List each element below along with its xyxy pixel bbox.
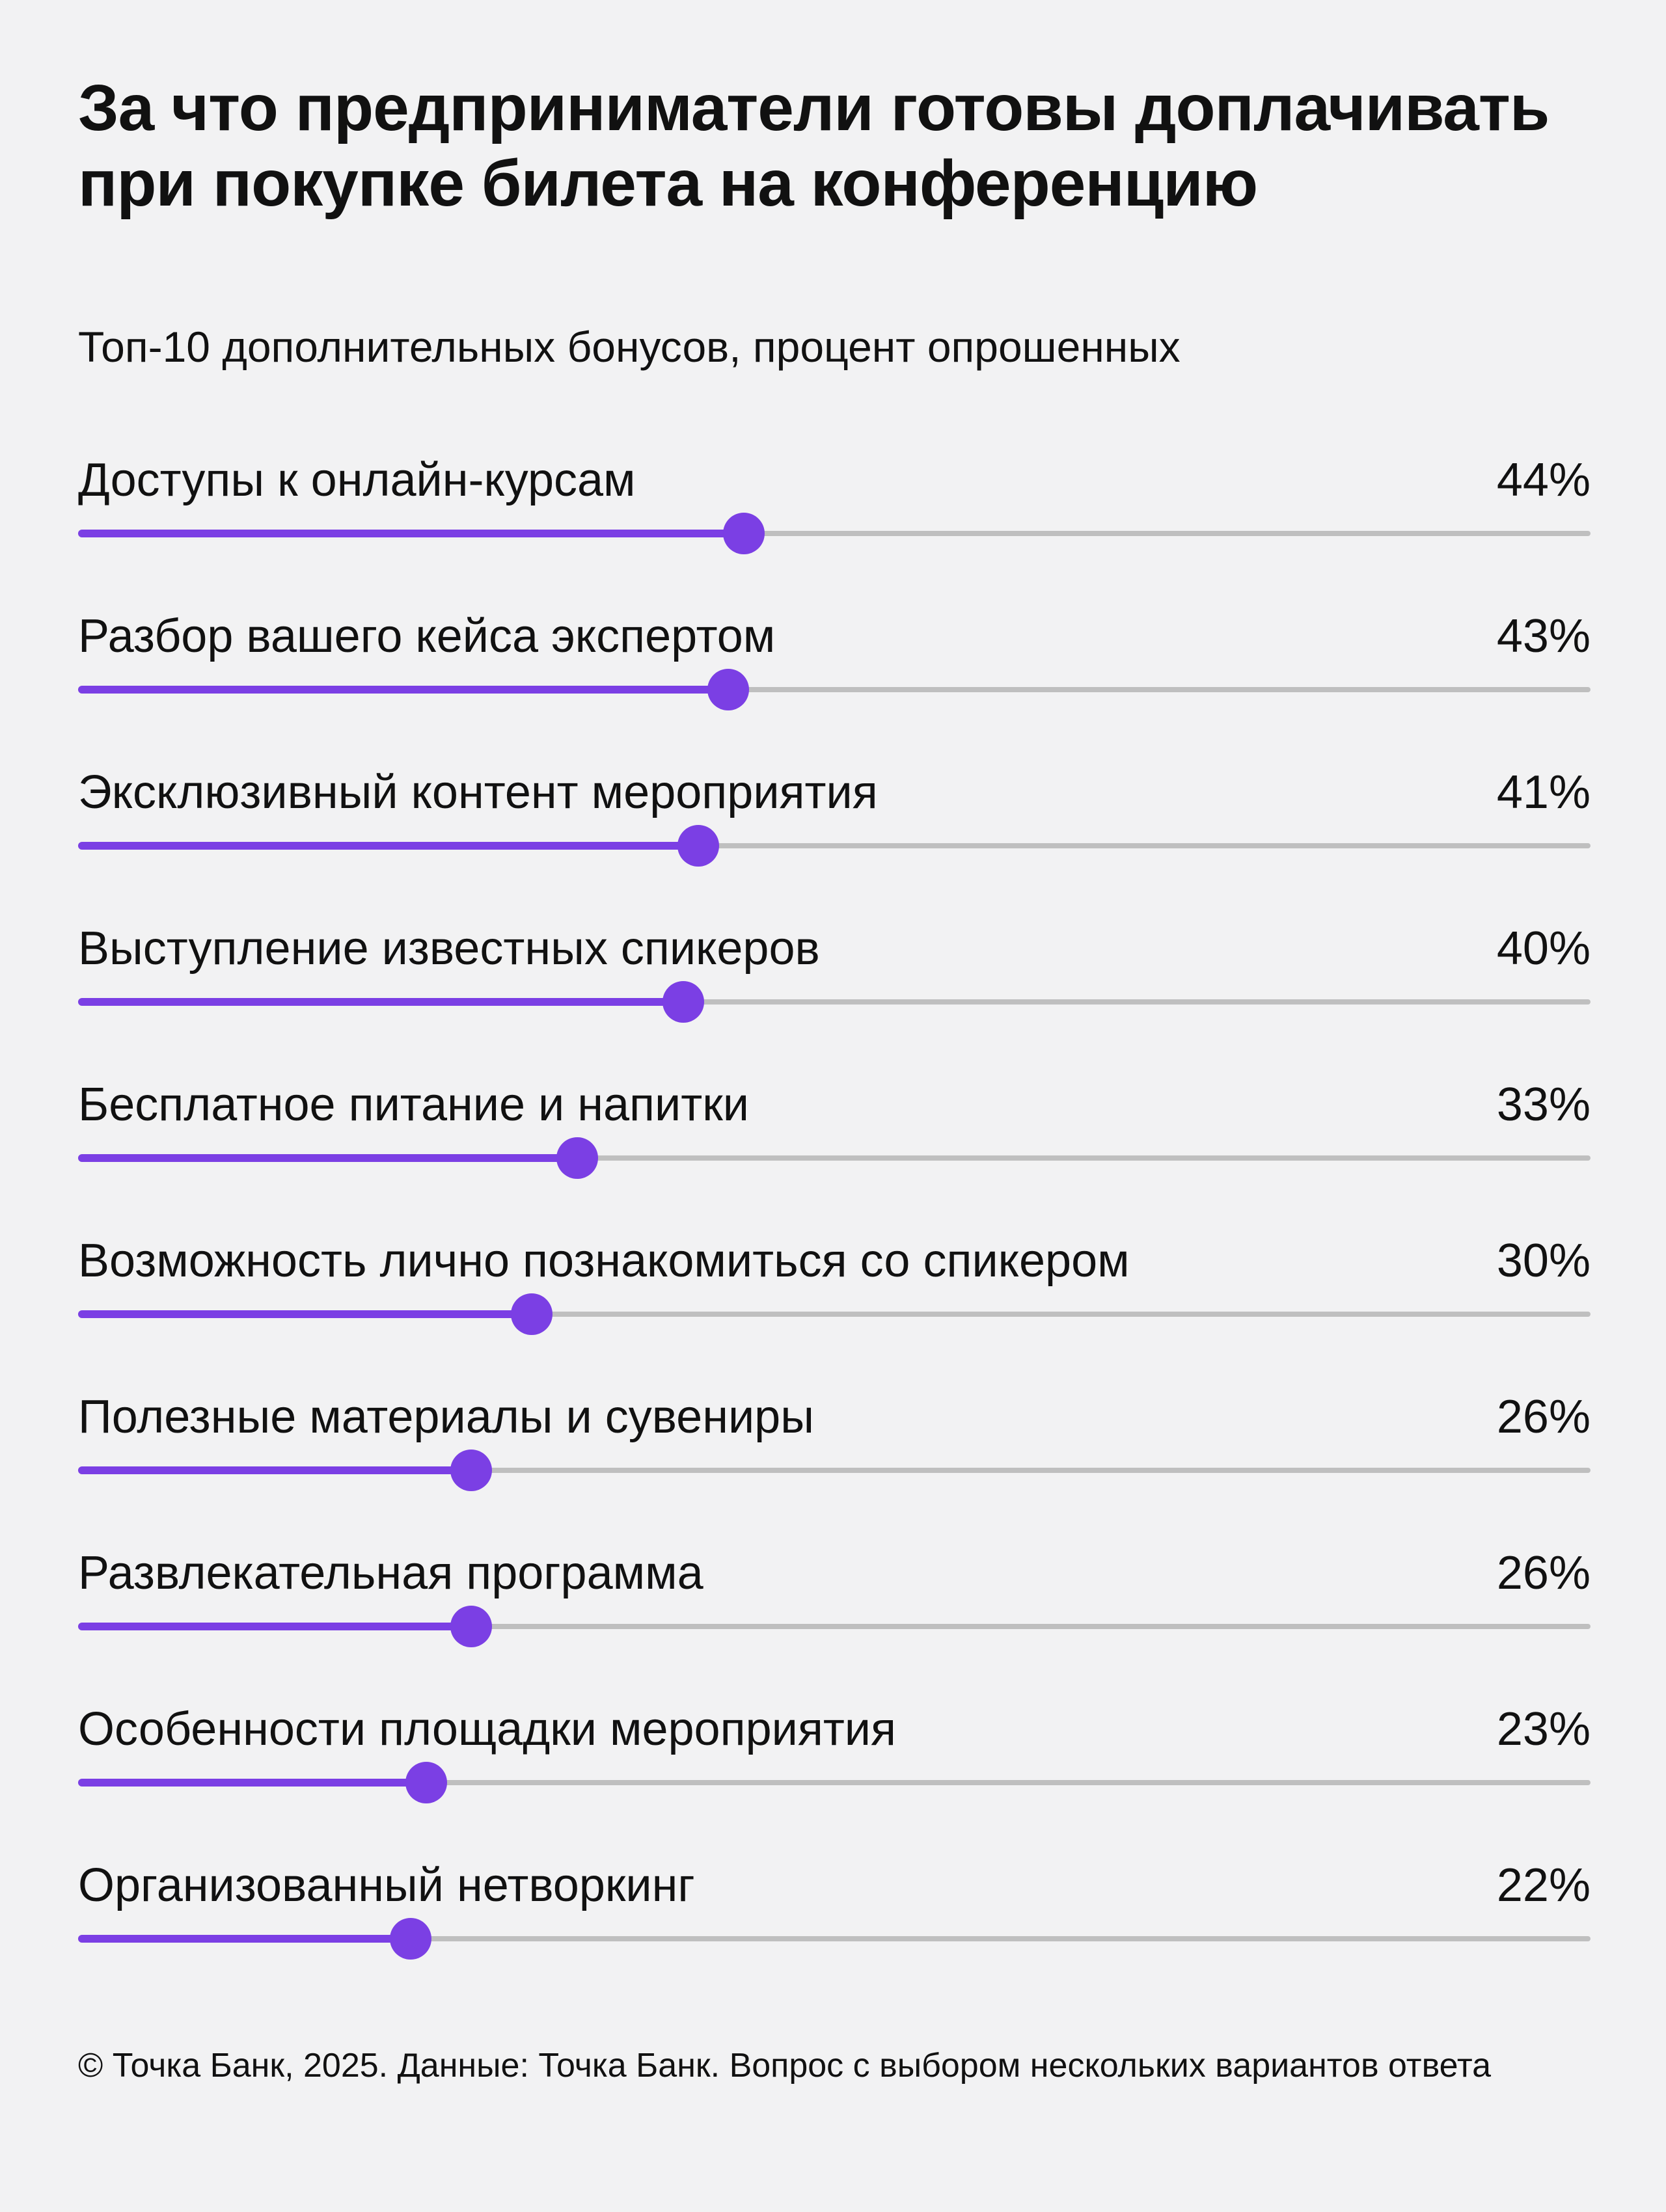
bar-marker-dot [677,825,719,867]
bar-fill [78,998,683,1006]
bar-row: Доступы к онлайн-курсам 44% [78,429,1591,586]
value-label: 40% [1496,923,1591,975]
bar-track [78,531,1591,536]
bar-row: Бесплатное питание и напитки 33% [78,1054,1591,1210]
bar-row: Полезные материалы и сувениры 26% [78,1366,1591,1522]
bar-fill [78,1466,472,1474]
bar-row: Организованный нетворкинг 22% [78,1835,1591,1991]
bar-row: Эксклюзивный контент мероприятия 41% [78,742,1591,898]
bar-marker-dot [390,1918,432,1960]
bar-marker-dot [405,1762,447,1803]
bar-marker-dot [511,1293,553,1335]
bar-track [78,687,1591,692]
bar-row: Развлекательная программа 26% [78,1522,1591,1679]
bar-fill [78,1154,577,1162]
value-label: 41% [1496,766,1591,818]
value-label: 26% [1496,1391,1591,1443]
bar-marker-dot [450,1606,493,1647]
bar-marker-dot [722,513,765,554]
bar-row: Разбор вашего кейса экспертом 43% [78,586,1591,742]
bar-fill [78,1310,532,1318]
bar-fill [78,1779,426,1787]
bar-track [78,999,1591,1005]
category-label: Выступление известных спикеров [78,923,820,975]
bar-row: Особенности площадки мероприятия 23% [78,1679,1591,1835]
bar-marker-dot [707,669,750,710]
bar-marker-dot [450,1450,493,1491]
value-label: 22% [1496,1859,1591,1911]
value-label: 23% [1496,1703,1591,1755]
bar-fill [78,686,729,694]
bar-row: Возможность лично познакомиться со спике… [78,1210,1591,1366]
bar-fill [78,530,744,537]
bar-track [78,1624,1591,1629]
category-label: Возможность лично познакомиться со спике… [78,1235,1130,1287]
bar-fill [78,842,698,850]
category-label: Развлекательная программа [78,1547,703,1599]
value-label: 44% [1496,454,1591,506]
bar-marker-dot [556,1137,598,1179]
bar-track [78,843,1591,848]
value-label: 33% [1496,1079,1591,1131]
category-label: Доступы к онлайн-курсам [78,454,636,506]
value-label: 26% [1496,1547,1591,1599]
bar-marker-dot [662,981,704,1023]
bar-track [78,1468,1591,1473]
bar-row: Выступление известных спикеров 40% [78,898,1591,1054]
value-label: 30% [1496,1235,1591,1287]
value-label: 43% [1496,610,1591,662]
bar-track [78,1936,1591,1941]
category-label: Особенности площадки мероприятия [78,1703,897,1755]
bar-track [78,1312,1591,1317]
chart-subtitle: Топ-10 дополнительных бонусов, процент о… [78,323,1181,371]
bar-rows: Доступы к онлайн-курсам 44% Разбор вашего … [78,429,1591,1978]
bar-track [78,1155,1591,1161]
category-label: Организованный нетворкинг [78,1859,695,1911]
bar-fill [78,1623,472,1630]
category-label: Разбор вашего кейса экспертом [78,610,776,662]
chart-title: За что предприниматели готовы доплачиват… [78,72,1550,220]
category-label: Эксклюзивный контент мероприятия [78,766,878,818]
bar-track [78,1780,1591,1785]
category-label: Полезные материалы и сувениры [78,1391,814,1443]
bar-fill [78,1935,411,1943]
category-label: Бесплатное питание и напитки [78,1079,749,1131]
source-footnote: © Точка Банк, 2025. Данные: Точка Банк. … [78,2047,1491,2084]
